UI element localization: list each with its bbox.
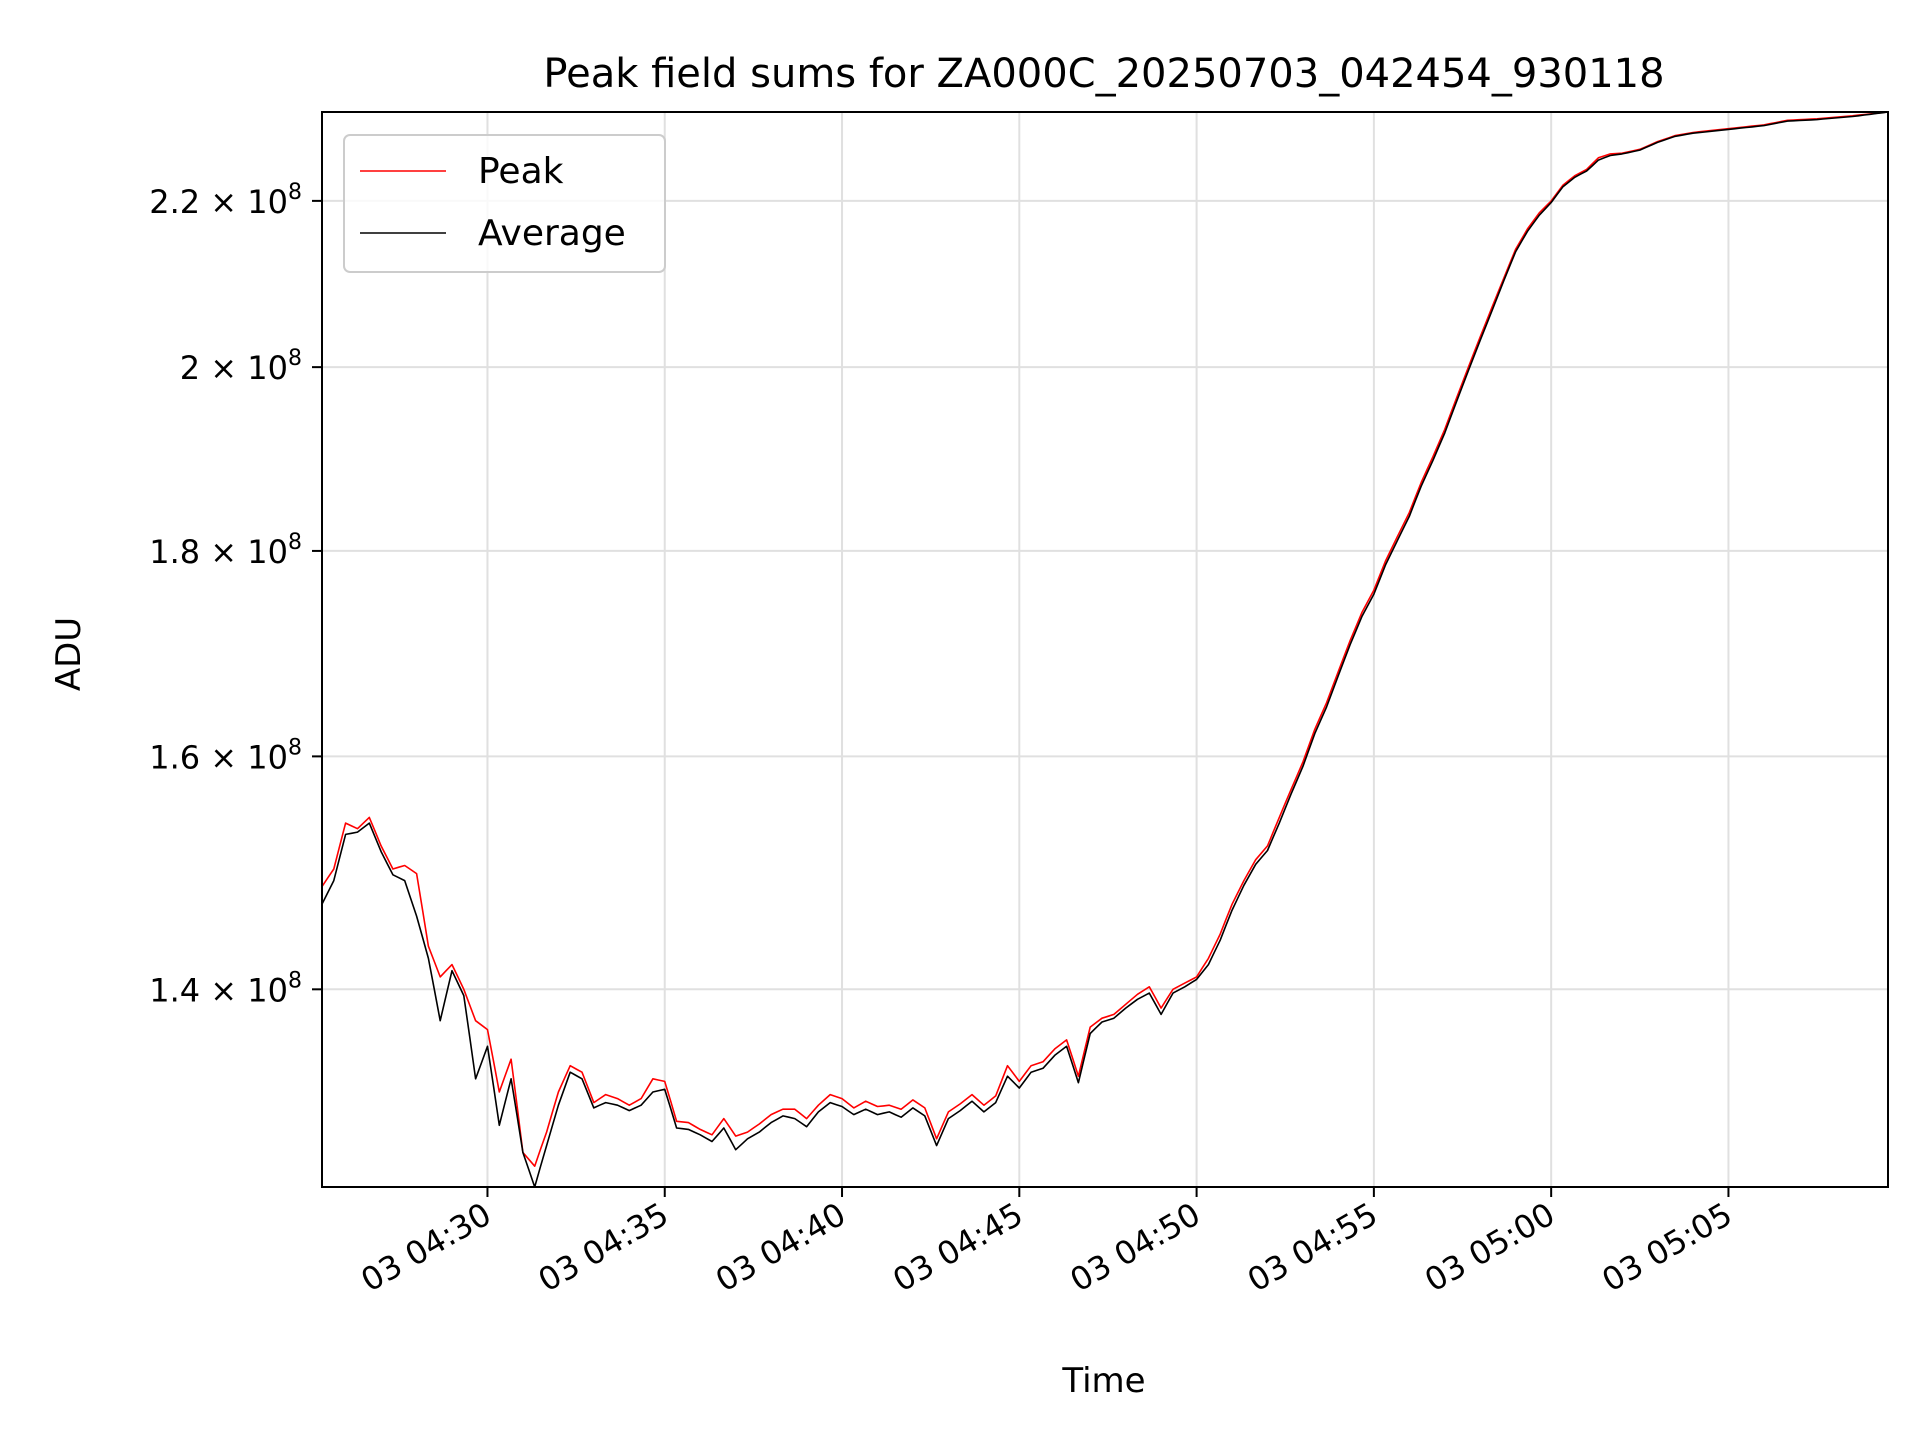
x-tick-label: 03 04:45 <box>886 1195 1029 1299</box>
legend-frame <box>343 134 666 273</box>
y-axis-ticks: 1.4 × 108 1.6 × 108 1.8 × 108 2 × 108 2.2 × … <box>149 180 322 1009</box>
plot-frame <box>321 111 1889 1188</box>
x-tick-label: 03 05:05 <box>1596 1195 1739 1299</box>
series-lines <box>322 112 1888 1187</box>
x-tick-label: 03 04:40 <box>709 1195 852 1299</box>
x-axis-ticks: 03 04:30 03 04:35 03 04:40 03 04:45 03 04:50… <box>355 1187 1739 1299</box>
x-axis-label: Time <box>1061 1361 1145 1401</box>
y-tick-label: 1.8 × 108 <box>149 530 302 571</box>
x-tick-label: 03 04:35 <box>532 1195 675 1299</box>
chart-title: Peak field sums for ZA000C_20250703_0424… <box>543 51 1664 97</box>
x-tick-label: 03 04:30 <box>355 1195 498 1299</box>
y-tick-label: 1.4 × 108 <box>149 968 302 1009</box>
y-tick-label: 2.2 × 108 <box>149 180 302 221</box>
legend-label-average: Average <box>478 213 626 254</box>
series-line-average <box>322 112 1888 1187</box>
y-tick-label: 2 × 108 <box>180 346 302 387</box>
legend-label-peak: Peak <box>478 151 564 192</box>
grid-lines <box>322 112 1888 1187</box>
x-tick-label: 03 05:00 <box>1418 1195 1561 1299</box>
y-tick-label: 1.6 × 108 <box>149 735 302 776</box>
x-tick-label: 03 04:55 <box>1241 1195 1384 1299</box>
x-tick-label: 03 04:50 <box>1064 1195 1207 1299</box>
y-axis-label: ADU <box>49 617 89 691</box>
legend: Peak Average <box>343 134 666 273</box>
